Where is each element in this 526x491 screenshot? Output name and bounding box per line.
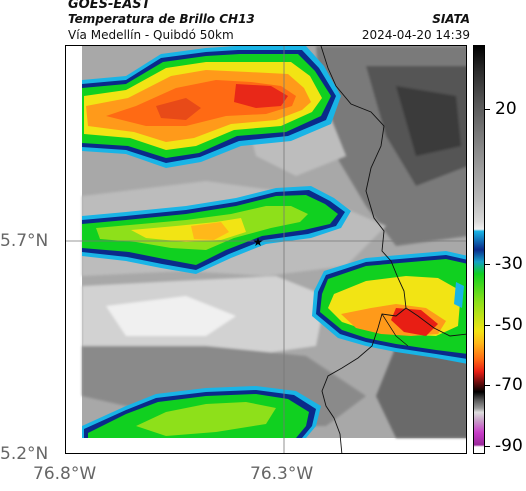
route-subtitle: Vía Medellín - Quibdó 50km [68,28,234,42]
map-panel: ★ [65,45,467,454]
cloud-cluster-south [82,386,321,438]
product-title: Temperatura de Brillo CH13 [68,12,255,26]
agency-label: SIATA [432,12,470,26]
lat-label-5-2: 5.2°N [0,444,49,464]
colorbar-tick [485,264,490,265]
timestamp-label: 2024-04-20 14:39 [361,28,470,42]
colorbar-label-minus-70: -70 [495,375,523,395]
colorbar-label-20: 20 [495,99,517,119]
colorbar [473,45,485,454]
satellite-image: ★ [66,46,466,453]
station-marker-icon: ★ [253,235,264,249]
satellite-title: GOES-EAST [68,0,151,12]
colorbar-label-minus-50: -50 [495,315,523,335]
cloud-cluster-north [82,46,341,168]
lon-label-76-3: 76.3°W [250,464,314,484]
cloud-cluster-east [312,251,466,364]
colorbar-label-minus-90: -90 [495,436,523,456]
colorbar-tick [485,446,490,447]
colorbar-label-minus-30: -30 [495,254,523,274]
lat-label-5-7: 5.7°N [0,231,49,251]
lon-label-76-8: 76.8°W [33,464,97,484]
colorbar-tick [485,109,490,110]
colorbar-tick [485,385,490,386]
colorbar-tick [485,325,490,326]
department-border [320,46,407,453]
